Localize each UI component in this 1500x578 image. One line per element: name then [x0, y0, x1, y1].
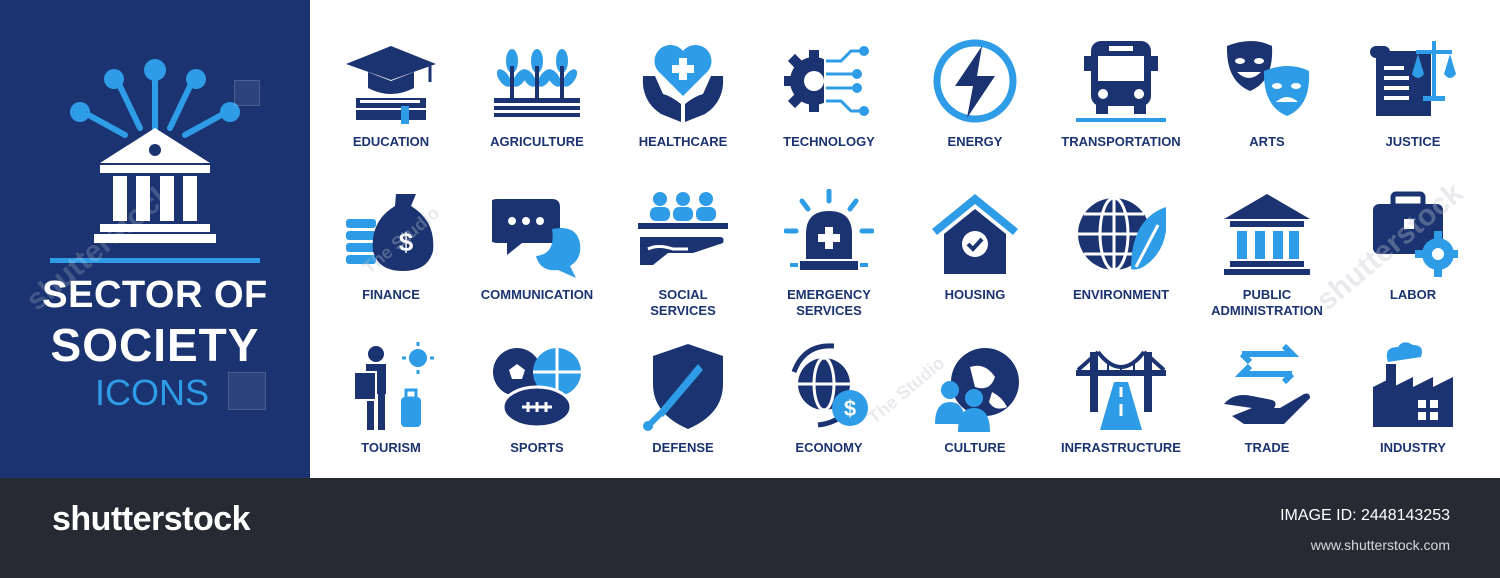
icon-tile: HEALTHCARE [610, 8, 756, 158]
icon-label: CULTURE [944, 440, 1006, 455]
globe-leaf-icon [1078, 196, 1166, 272]
globe-dollar-icon: $ [791, 343, 868, 428]
lightning-icon [933, 39, 1017, 123]
icon-label: AGRICULTURE [490, 134, 584, 149]
site-url[interactable]: www.shutterstock.com [1310, 537, 1450, 553]
icon-tile: LABOR [1340, 161, 1486, 311]
scales-scroll-icon [1370, 41, 1456, 116]
icon-tile: $ ECONOMY [756, 314, 902, 464]
hero-title-line3: ICONS [95, 372, 210, 413]
icon-label: INDUSTRY [1380, 440, 1446, 455]
shield-sword-icon [643, 344, 723, 431]
icon-tile: EDUCATION [318, 8, 464, 158]
icon-label: PUBLIC ADMINISTRATION [1211, 287, 1323, 318]
house-check-icon [932, 194, 1018, 274]
people-globe-icon [935, 348, 1019, 432]
siren-icon [784, 189, 874, 270]
icon-label: EDUCATION [352, 134, 430, 149]
icon-tile: ARTS [1194, 8, 1340, 158]
footer-bar [0, 478, 1500, 578]
government-network-icon [70, 59, 240, 243]
graduation-cap-books-icon [346, 46, 436, 124]
icon-tile: INDUSTRY [1340, 314, 1486, 464]
icon-label: ENVIRONMENT [1072, 287, 1170, 302]
icon-tile: CULTURE [902, 314, 1048, 464]
icon-tile: $ FINANCE [318, 161, 464, 311]
icon-label: TRANSPORTATION [1061, 134, 1181, 149]
hero-title-line2: SOCIETY [50, 319, 260, 371]
icon-label: SOCIAL SERVICES [650, 287, 716, 318]
bridge-road-icon [1076, 350, 1166, 430]
icon-label: HEALTHCARE [638, 134, 728, 149]
icon-tile: TRANSPORTATION [1048, 8, 1194, 158]
icon-label: TOURISM [361, 440, 421, 455]
icon-tile: COMMUNICATION [464, 161, 610, 311]
tourist-icon [353, 342, 434, 430]
svg-text:$: $ [844, 396, 856, 421]
money-bag-coins-icon: $ [346, 194, 434, 271]
icon-label: ENERGY [947, 134, 1003, 149]
icon-tile: TRADE [1194, 314, 1340, 464]
icon-label: INFRASTRUCTURE [1061, 440, 1181, 455]
icon-tile: JUSTICE [1340, 8, 1486, 158]
icon-label: JUSTICE [1385, 134, 1441, 149]
factory-icon [1373, 342, 1453, 427]
icon-label: SPORTS [510, 440, 564, 455]
icon-tile: SOCIAL SERVICES [610, 161, 756, 318]
bus-icon [1076, 41, 1166, 122]
icon-label: EMERGENCY SERVICES [787, 287, 871, 318]
icon-label: ARTS [1249, 134, 1285, 149]
hand-arrows-icon [1224, 343, 1310, 424]
shutterstock-logo[interactable]: shutterstock [52, 500, 251, 538]
icon-tile: SPORTS [464, 314, 610, 464]
icon-tile: EMERGENCY SERVICES [756, 161, 902, 318]
icon-label: ECONOMY [795, 440, 863, 455]
chat-bubbles-icon [492, 199, 581, 278]
watermark-square [234, 80, 260, 106]
hero-divider [50, 258, 260, 263]
sports-balls-icon [493, 348, 581, 429]
hero-panel: SECTOR OF SOCIETY ICONS [0, 0, 310, 478]
icon-label: HOUSING [944, 287, 1006, 302]
briefcase-gear-icon [1373, 191, 1458, 277]
icon-label: COMMUNICATION [480, 287, 594, 302]
watermark-square [228, 372, 266, 410]
icon-tile: TOURISM [318, 314, 464, 464]
icon-label: TRADE [1244, 440, 1290, 455]
icon-label: FINANCE [362, 287, 420, 302]
icon-tile: INFRASTRUCTURE [1048, 314, 1194, 464]
icon-tile: PUBLIC ADMINISTRATION [1194, 161, 1340, 318]
icon-label: TECHNOLOGY [783, 134, 875, 149]
icon-grid: EDUCATION AGRICULTURE HEALTHCARE TECHNOLOGY… [318, 0, 1500, 478]
icon-tile: DEFENSE [610, 314, 756, 464]
icon-tile: HOUSING [902, 161, 1048, 311]
icon-tile: TECHNOLOGY [756, 8, 902, 158]
government-building-icon [1224, 194, 1310, 275]
image-id: IMAGE ID: 2448143253 [1280, 507, 1450, 524]
theater-masks-icon [1226, 41, 1310, 116]
icon-label: LABOR [1389, 287, 1437, 302]
wheat-field-icon [494, 49, 580, 117]
people-hand-icon [638, 192, 728, 265]
hero-title-line1: SECTOR OF [42, 274, 268, 316]
heart-hands-icon [642, 44, 724, 122]
icon-tile: ENERGY [902, 8, 1048, 158]
icon-label: DEFENSE [652, 440, 714, 455]
icon-tile: AGRICULTURE [464, 8, 610, 158]
gear-circuit-icon [784, 46, 869, 116]
icon-tile: ENVIRONMENT [1048, 161, 1194, 311]
svg-text:$: $ [399, 227, 414, 257]
